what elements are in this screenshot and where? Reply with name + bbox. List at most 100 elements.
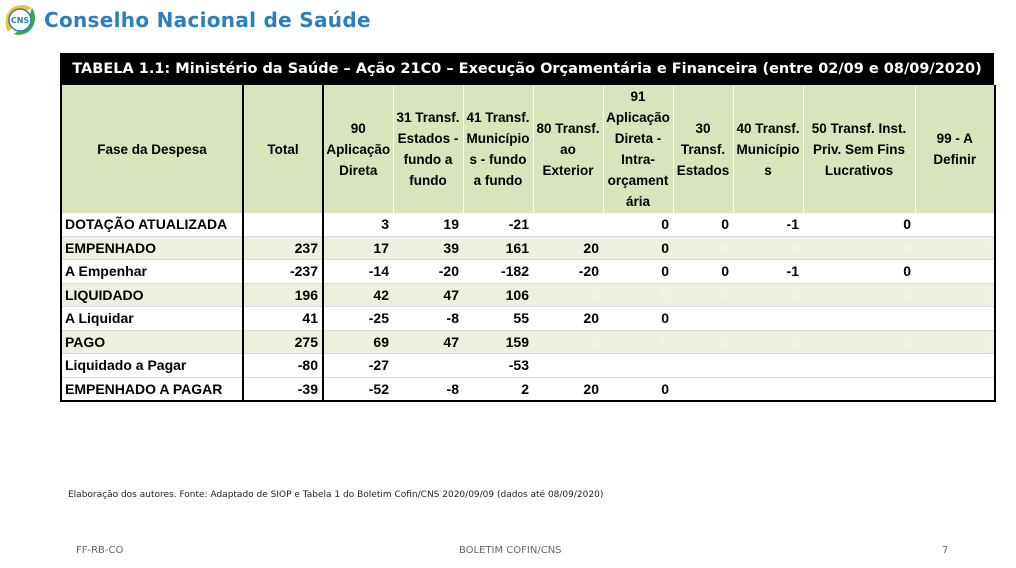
table-row: PAGO 275 69 47 159 0 0 0 0 0 0	[61, 329, 995, 354]
table-cell	[733, 306, 803, 331]
table-cell: -27	[323, 353, 393, 378]
table-body: DOTAÇÃO ATUALIZADA 3 19 -21 0 0 -1 0 EMPENHADO 23…	[61, 213, 995, 402]
table-cell	[915, 353, 995, 378]
table-cell: -52	[323, 376, 393, 402]
table-header-row: Fase da Despesa Total 90 Aplicação Diret…	[61, 85, 996, 213]
table-cell	[803, 306, 915, 331]
table-cell: 0	[733, 235, 803, 260]
table-cell: 237	[243, 235, 324, 260]
col-header: Fase da Despesa	[61, 85, 244, 213]
table-cell: 2	[463, 376, 533, 402]
table-cell: -182	[463, 259, 533, 284]
table-row: DOTAÇÃO ATUALIZADA 3 19 -21 0 0 -1 0	[61, 213, 995, 237]
table-row: EMPENHADO 237 17 39 161 20 0 0 0 0 0	[61, 235, 995, 260]
table-cell: 0	[603, 376, 673, 402]
row-label: A Liquidar	[61, 306, 244, 331]
footer-center: BOLETIM COFIN/CNS	[459, 545, 562, 556]
table-cell: -8	[393, 306, 463, 331]
table-cell	[243, 213, 324, 237]
table-cell: 0	[603, 282, 673, 307]
table-cell: -20	[533, 259, 603, 284]
table-cell: -25	[323, 306, 393, 331]
table-cell: 0	[915, 329, 995, 354]
brand-title: Conselho Nacional de Saúde	[44, 8, 371, 32]
table-row: A Empenhar -237 -14 -20 -182 -20 0 0 -1 0	[61, 259, 995, 284]
row-label: EMPENHADO	[61, 235, 244, 260]
row-label: EMPENHADO A PAGAR	[61, 376, 244, 402]
table-cell: 106	[463, 282, 533, 307]
table-cell: 0	[803, 329, 915, 354]
table-cell: 0	[603, 259, 673, 284]
col-header: Total	[243, 85, 324, 213]
table-cell: 17	[323, 235, 393, 260]
table-row: LIQUIDADO 196 42 47 106 0 0 0 0 0 0	[61, 282, 995, 307]
table-cell: 41	[243, 306, 324, 331]
logo-text: CNS	[11, 16, 30, 25]
col-header: 99 - A Definir	[915, 85, 996, 213]
table-cell: 0	[603, 306, 673, 331]
row-label: A Empenhar	[61, 259, 244, 284]
table-cell: -39	[243, 376, 324, 402]
table-cell: 0	[603, 329, 673, 354]
table-cell: 0	[673, 282, 733, 307]
table-cell	[533, 213, 603, 237]
table-cell: 3	[323, 213, 393, 237]
page-number: 7	[942, 545, 949, 556]
table-cell: 196	[243, 282, 324, 307]
table-cell: 0	[603, 213, 673, 237]
table-cell	[803, 353, 915, 378]
table-cell	[673, 353, 733, 378]
table-cell: -237	[243, 259, 324, 284]
table-cell: 0	[533, 329, 603, 354]
source-note: Elaboração dos autores. Fonte: Adaptado …	[68, 490, 604, 500]
row-label: DOTAÇÃO ATUALIZADA	[61, 213, 244, 237]
table-cell: -1	[733, 259, 803, 284]
table-cell: 161	[463, 235, 533, 260]
table-cell: 42	[323, 282, 393, 307]
table-cell: 0	[803, 259, 915, 284]
col-header: 80 Transf. ao Exterior	[533, 85, 604, 213]
table-cell	[915, 306, 995, 331]
table-cell: -1	[733, 213, 803, 237]
table-cell	[673, 376, 733, 402]
row-label: LIQUIDADO	[61, 282, 244, 307]
col-header: 40 Transf. Município s	[733, 85, 804, 213]
table-cell: 0	[915, 235, 995, 260]
col-header: 41 Transf. Município s - fundo a fundo	[463, 85, 534, 213]
table-cell: -21	[463, 213, 533, 237]
table-cell: 0	[673, 329, 733, 354]
table-cell	[915, 213, 995, 237]
table-cell	[803, 376, 915, 402]
table-cell: 0	[533, 282, 603, 307]
table-cell: 0	[915, 282, 995, 307]
table-cell	[733, 376, 803, 402]
table-cell: 0	[803, 213, 915, 237]
table-cell: 0	[673, 213, 733, 237]
table-cell: 159	[463, 329, 533, 354]
table-cell: 0	[673, 235, 733, 260]
table-cell: 20	[533, 306, 603, 331]
table-cell: 47	[393, 329, 463, 354]
table-cell: 20	[533, 376, 603, 402]
table-cell: 0	[603, 235, 673, 260]
col-header: 31 Transf. Estados - fundo a fundo	[393, 85, 464, 213]
table-cell: 0	[803, 235, 915, 260]
table-cell: 0	[803, 282, 915, 307]
table-cell: 69	[323, 329, 393, 354]
cns-logo: CNS	[2, 2, 38, 38]
table-cell: 47	[393, 282, 463, 307]
table-cell: 0	[733, 329, 803, 354]
table-row: EMPENHADO A PAGAR -39 -52 -8 2 20 0	[61, 376, 995, 402]
table-cell	[603, 353, 673, 378]
col-header: 30 Transf. Estados	[673, 85, 734, 213]
table-cell: 55	[463, 306, 533, 331]
budget-table: Fase da Despesa Total 90 Aplicação Diret…	[60, 85, 996, 402]
table-cell: -20	[393, 259, 463, 284]
table-cell: 0	[673, 259, 733, 284]
table-cell: -14	[323, 259, 393, 284]
table-row: Liquidado a Pagar -80 -27 -53	[61, 353, 995, 378]
table-cell	[393, 353, 463, 378]
table-cell	[915, 259, 995, 284]
col-header: 91 Aplicação Direta - Intra-orçament ári…	[603, 85, 674, 213]
table-title: TABELA 1.1: Ministério da Saúde – Ação 2…	[60, 53, 994, 85]
